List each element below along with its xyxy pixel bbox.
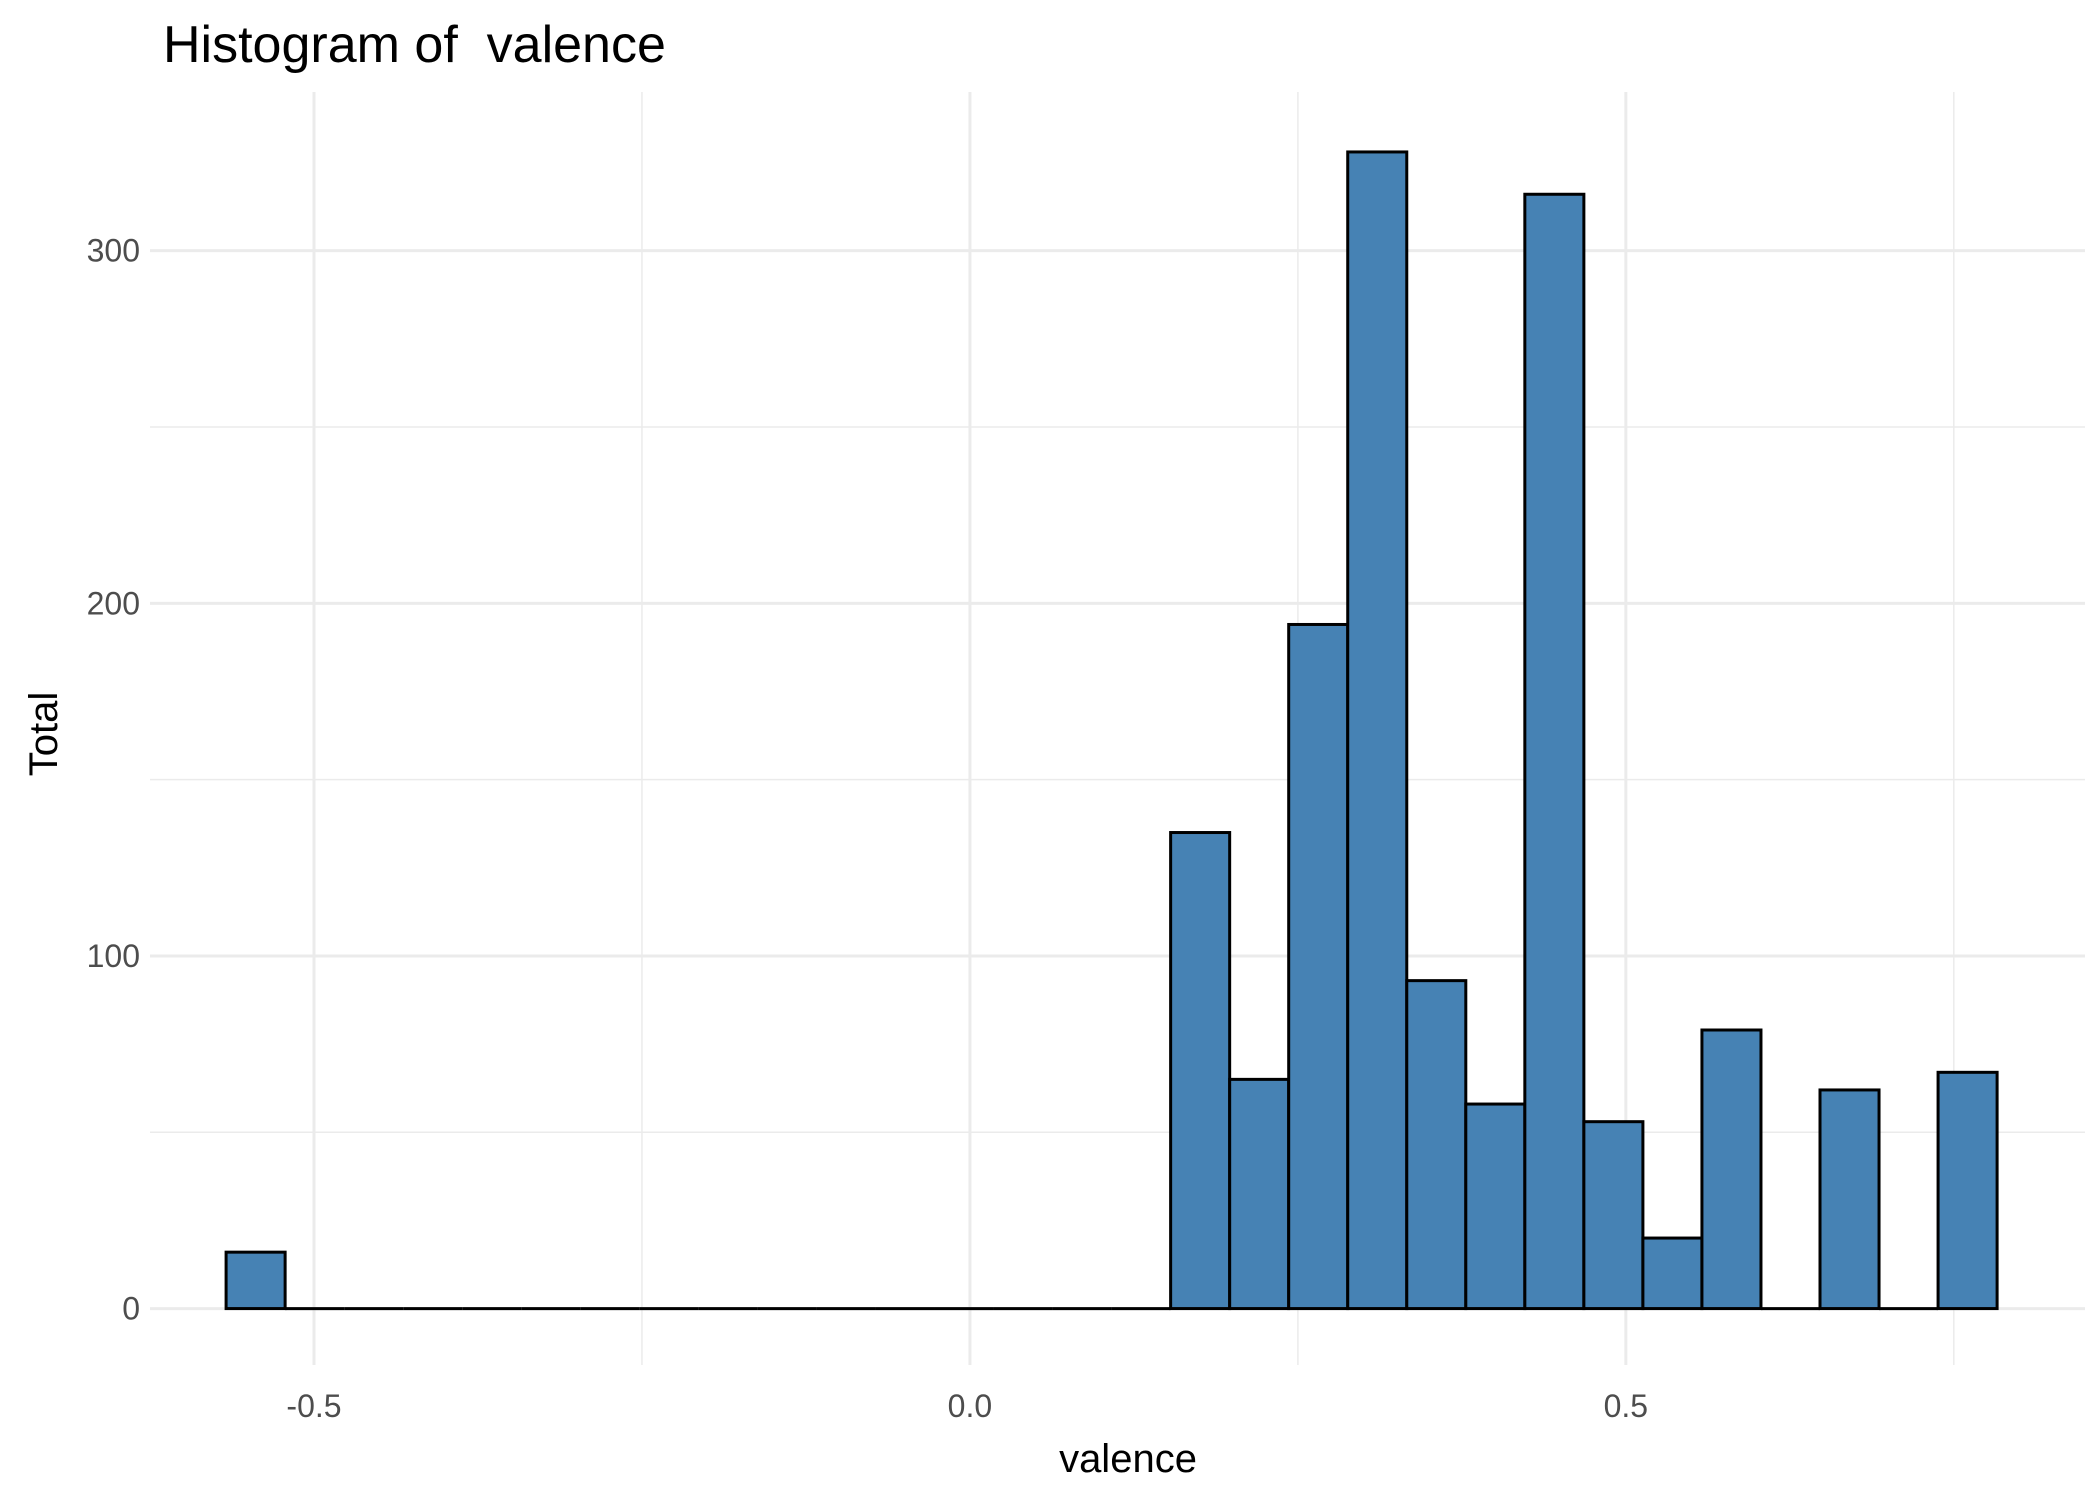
x-axis-ticks: -0.5 0.0 0.5 <box>286 1388 1648 1424</box>
histogram-bar <box>1700 1028 1763 1311</box>
y-axis-ticks: 0 100 200 300 <box>87 233 140 1327</box>
y-tick-label: 300 <box>87 233 140 269</box>
histogram-bar <box>1582 1120 1645 1311</box>
histogram-bar <box>1523 192 1586 1311</box>
histogram-bar <box>1287 622 1350 1311</box>
histogram-bar <box>1818 1088 1881 1311</box>
histogram-bar <box>1346 150 1409 1311</box>
y-tick-label: 0 <box>122 1291 140 1327</box>
histogram-bar <box>1169 831 1232 1311</box>
grid-lines <box>150 92 2085 1365</box>
y-axis-title: Total <box>22 692 66 777</box>
x-axis-title: valence <box>1059 1437 1197 1481</box>
histogram-bar <box>1936 1070 1999 1311</box>
histogram-bar <box>1641 1236 1704 1311</box>
histogram-bar <box>224 1250 287 1311</box>
y-tick-label: 100 <box>87 938 140 974</box>
x-tick-label: -0.5 <box>286 1388 341 1424</box>
histogram-bar <box>1464 1102 1527 1311</box>
chart-title: Histogram of valence <box>163 16 666 74</box>
x-tick-label: 0.0 <box>948 1388 992 1424</box>
histogram-bars <box>224 150 1999 1311</box>
histogram-bar <box>1228 1077 1291 1311</box>
y-tick-label: 200 <box>87 585 140 621</box>
histogram-bar <box>1405 979 1468 1311</box>
x-tick-label: 0.5 <box>1604 1388 1648 1424</box>
